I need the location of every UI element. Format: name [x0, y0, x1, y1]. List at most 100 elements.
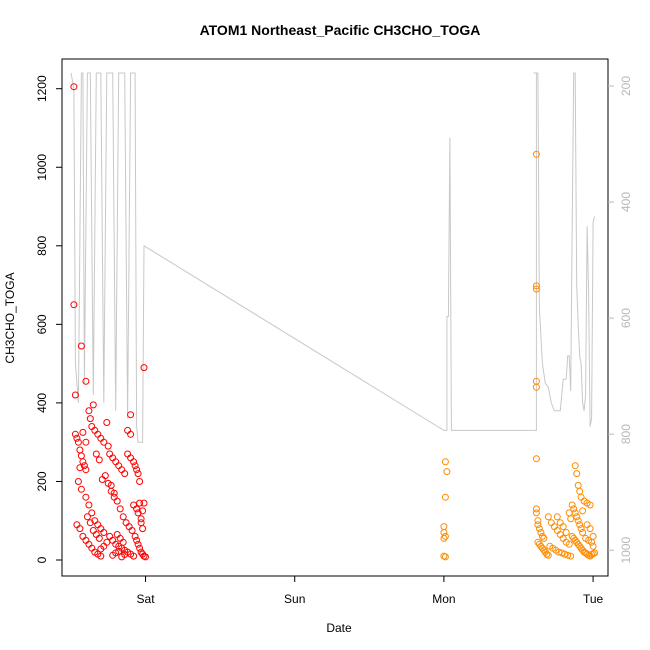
y-tick-label: 400 — [35, 393, 49, 413]
y2-tick-label: 800 — [619, 424, 633, 444]
data-point — [85, 407, 93, 415]
y2-tick-label: 400 — [619, 192, 633, 212]
data-point — [538, 532, 546, 540]
data-point — [134, 509, 142, 517]
data-point — [532, 455, 540, 463]
y2-tick-label: 600 — [619, 308, 633, 328]
data-point — [573, 470, 581, 478]
x-tick-label: Sun — [284, 592, 305, 606]
data-point — [82, 438, 90, 446]
data-point — [139, 525, 147, 533]
y-tick-label: 600 — [35, 314, 49, 334]
data-point — [440, 523, 448, 531]
data-point — [568, 501, 576, 509]
data-point — [115, 547, 123, 555]
y-axis-label: CH3CHO_TOGA — [3, 272, 17, 363]
data-point — [565, 540, 573, 548]
data-point — [441, 553, 449, 561]
y-tick-label: 1000 — [35, 154, 49, 181]
data-point — [100, 529, 108, 536]
data-point — [574, 517, 582, 525]
data-point — [107, 487, 115, 495]
data-point — [103, 538, 111, 546]
data-point — [589, 532, 597, 540]
data-point — [82, 493, 90, 501]
data-point — [532, 505, 540, 513]
data-point — [80, 462, 88, 470]
data-point — [534, 517, 542, 525]
data-point — [76, 525, 84, 533]
data-point — [76, 446, 84, 454]
data-point — [130, 458, 138, 466]
data-point — [134, 540, 142, 548]
data-point — [128, 527, 136, 534]
data-point — [544, 513, 552, 521]
data-point — [532, 150, 540, 158]
data-point — [564, 551, 572, 559]
data-point — [136, 478, 144, 485]
data-point — [70, 301, 78, 309]
data-point — [136, 544, 144, 552]
data-point — [562, 529, 570, 536]
y-tick-label: 800 — [35, 235, 49, 255]
data-point — [565, 509, 573, 517]
data-point — [577, 525, 585, 533]
data-point — [133, 505, 141, 513]
altitude-track-layer — [70, 72, 596, 443]
data-point — [127, 411, 135, 419]
data-point — [576, 487, 584, 495]
data-point — [77, 452, 85, 460]
data-point — [106, 532, 114, 540]
data-point — [95, 456, 103, 464]
data-point — [571, 509, 579, 517]
points-layer — [70, 83, 599, 561]
data-point — [591, 549, 599, 557]
data-point — [73, 434, 81, 442]
data-point — [567, 515, 575, 523]
data-point — [101, 472, 109, 480]
data-point — [77, 342, 85, 350]
data-point — [85, 501, 93, 509]
data-point — [543, 550, 551, 558]
data-point — [127, 430, 135, 438]
right-y-axis: 200 400 600 800 1000 — [608, 76, 633, 564]
x-tick-label: Sat — [137, 592, 156, 606]
data-point — [89, 527, 97, 534]
data-point — [537, 529, 545, 536]
data-point — [86, 519, 94, 527]
data-point — [74, 438, 82, 446]
data-point — [100, 438, 108, 446]
x-tick-label: Mon — [432, 592, 455, 606]
x-axis-label: Date — [326, 621, 352, 635]
data-point — [440, 529, 448, 536]
data-point — [74, 478, 82, 485]
data-point — [103, 419, 111, 426]
data-point — [534, 521, 542, 529]
data-point — [116, 505, 124, 513]
data-point — [586, 525, 594, 533]
data-point — [140, 364, 148, 372]
data-point — [95, 534, 103, 542]
data-point — [82, 377, 90, 385]
data-point — [110, 493, 118, 501]
data-point — [119, 538, 127, 546]
data-point — [71, 430, 79, 438]
data-point — [130, 552, 138, 560]
chart-title: ATOM1 Northeast_Pacific CH3CHO_TOGA — [200, 22, 481, 38]
data-point — [532, 509, 540, 517]
data-point — [89, 401, 97, 409]
data-point — [570, 505, 578, 513]
data-point — [441, 458, 449, 466]
data-point — [532, 285, 540, 293]
data-point — [133, 536, 141, 544]
y-tick-label: 200 — [35, 471, 49, 491]
data-point — [137, 515, 145, 523]
data-point — [119, 513, 127, 521]
data-point — [121, 551, 129, 558]
data-point — [544, 551, 552, 559]
data-point — [589, 542, 597, 550]
data-point — [443, 468, 451, 476]
data-point — [121, 470, 129, 478]
data-point — [559, 523, 567, 531]
